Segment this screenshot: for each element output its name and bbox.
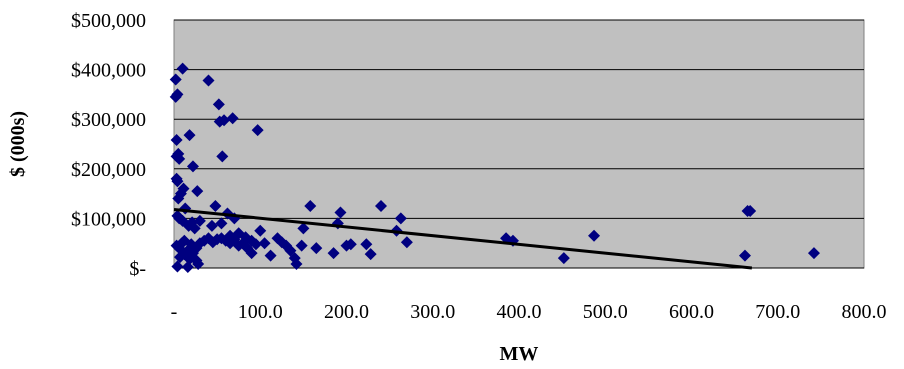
y-tick-label: $400,000 bbox=[71, 60, 146, 82]
data-point bbox=[170, 134, 183, 147]
data-point bbox=[375, 200, 387, 212]
data-point bbox=[264, 249, 277, 262]
data-point bbox=[807, 247, 820, 260]
y-axis-title: $ (000s) bbox=[7, 111, 29, 177]
x-axis-ticks: - 100.0 200.0 300.0 400.0 500.0 600.0 700.0 800.… bbox=[171, 301, 887, 323]
data-point bbox=[171, 88, 184, 101]
data-point bbox=[310, 242, 323, 255]
data-point bbox=[218, 114, 231, 127]
data-point bbox=[188, 222, 201, 235]
data-point bbox=[239, 231, 252, 244]
y-tick-label: $200,000 bbox=[71, 159, 146, 181]
data-point bbox=[226, 112, 239, 125]
data-point bbox=[744, 204, 757, 217]
data-point bbox=[557, 252, 570, 265]
data-point bbox=[176, 62, 189, 75]
data-point bbox=[334, 206, 347, 219]
data-point bbox=[295, 239, 308, 252]
data-point bbox=[400, 236, 413, 249]
data-point bbox=[205, 219, 218, 232]
data-point bbox=[174, 251, 187, 264]
data-point bbox=[216, 150, 229, 163]
data-point bbox=[192, 258, 205, 271]
data-point bbox=[183, 253, 196, 266]
data-point bbox=[209, 200, 222, 212]
x-tick-label: 500.0 bbox=[583, 301, 628, 323]
y-tick-label: $300,000 bbox=[71, 109, 146, 131]
data-point bbox=[588, 229, 601, 242]
data-point bbox=[738, 249, 751, 262]
data-point bbox=[177, 182, 190, 195]
x-tick-label: - bbox=[171, 301, 178, 323]
data-point bbox=[202, 74, 215, 87]
y-axis-ticks: $- $100,000 $200,000 $300,000 $400,000 $500,0… bbox=[71, 10, 146, 280]
data-point bbox=[191, 185, 204, 198]
x-tick-label: 400.0 bbox=[497, 301, 542, 323]
plot-area bbox=[173, 19, 865, 269]
y-tick-label: $100,000 bbox=[71, 208, 146, 230]
data-point bbox=[171, 260, 184, 273]
x-tick-label: 600.0 bbox=[669, 301, 714, 323]
x-tick-label: 300.0 bbox=[410, 301, 455, 323]
data-point bbox=[290, 258, 303, 271]
data-point bbox=[360, 238, 373, 251]
trendline bbox=[173, 207, 753, 270]
data-point bbox=[258, 237, 271, 250]
data-point bbox=[249, 238, 262, 251]
data-point bbox=[215, 217, 228, 230]
data-point bbox=[186, 160, 199, 173]
data-point bbox=[254, 224, 267, 237]
data-point bbox=[212, 98, 225, 111]
data-point bbox=[344, 238, 357, 251]
y-tick-label: $500,000 bbox=[71, 10, 146, 32]
data-point bbox=[193, 214, 206, 227]
x-axis-title: MW bbox=[500, 343, 539, 365]
data-point bbox=[394, 212, 407, 225]
data-point bbox=[169, 73, 182, 86]
x-tick-label: 200.0 bbox=[324, 301, 369, 323]
data-point bbox=[245, 247, 258, 260]
y-tick-label: $- bbox=[129, 258, 146, 280]
data-point bbox=[183, 129, 196, 142]
x-tick-label: 800.0 bbox=[842, 301, 887, 323]
data-point bbox=[297, 222, 310, 235]
data-point bbox=[327, 247, 340, 260]
data-point bbox=[364, 248, 377, 261]
data-point bbox=[224, 229, 237, 242]
data-point bbox=[171, 175, 184, 188]
data-point bbox=[173, 152, 186, 165]
data-point bbox=[251, 124, 264, 137]
data-point bbox=[181, 261, 194, 274]
x-tick-label: 100.0 bbox=[238, 301, 283, 323]
data-points bbox=[169, 62, 820, 274]
data-point bbox=[304, 200, 317, 212]
data-point bbox=[284, 244, 297, 257]
x-tick-label: 700.0 bbox=[755, 301, 800, 323]
